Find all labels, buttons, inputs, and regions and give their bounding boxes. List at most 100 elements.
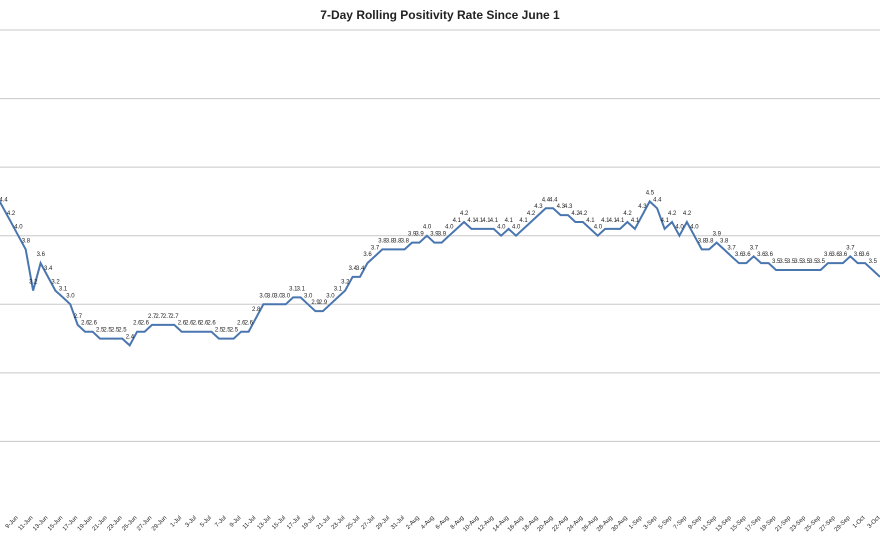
x-axis: 9-Jun11-Jun13-Jun15-Jun17-Jun19-Jun21-Ju…	[5, 515, 880, 533]
x-tick-label: 29-Sep	[834, 515, 852, 533]
data-label: 3.0	[267, 293, 276, 299]
data-label: 2.6	[133, 321, 142, 327]
data-label: 2.6	[207, 321, 216, 327]
data-label: 3.6	[757, 252, 766, 258]
data-label: 3.0	[259, 293, 268, 299]
data-label: 2.6	[178, 321, 187, 327]
data-label: 3.6	[363, 252, 372, 258]
data-label: 4.5	[646, 190, 655, 196]
data-label: 4.3	[638, 204, 647, 210]
data-label: 3.4	[356, 266, 365, 272]
data-label: 2.6	[141, 321, 150, 327]
x-tick-label: 17-Jun	[62, 515, 79, 532]
data-labels: 4.44.24.03.83.23.63.43.23.13.02.72.6 2.62…	[0, 190, 878, 340]
data-label: 2.5	[118, 328, 127, 334]
data-label: 3.2	[29, 280, 38, 286]
data-label: 2.4	[126, 334, 135, 340]
data-label: 2.8	[252, 307, 261, 313]
x-tick-label: 29-Jun	[151, 515, 168, 532]
data-label: 3.7	[846, 245, 855, 251]
chart-title: 7-Day Rolling Positivity Rate Since June…	[320, 8, 560, 22]
data-label: 2.5	[96, 328, 105, 334]
x-tick-label: 5-Sep	[658, 515, 674, 531]
data-label: 3.1	[297, 286, 306, 292]
data-label: 3.6	[854, 252, 863, 258]
data-label: 4.2	[579, 211, 588, 217]
data-label: 2.6	[200, 321, 209, 327]
data-label: 3.5	[817, 259, 826, 265]
data-label: 2.5	[215, 328, 224, 334]
data-label: 4.3	[564, 204, 573, 210]
data-label: 2.5	[111, 328, 120, 334]
plot-area	[0, 199, 880, 348]
data-label: 3.0	[304, 293, 313, 299]
data-label: 2.6	[81, 321, 90, 327]
data-label: 2.7	[74, 314, 83, 320]
data-label: 3.8	[698, 238, 707, 244]
data-label: 3.1	[334, 286, 343, 292]
x-tick-label: 29-Jul	[375, 515, 391, 531]
data-label: 2.7	[148, 314, 157, 320]
x-tick-label: 25-Jun	[121, 515, 138, 532]
x-tick-label: 23-Jul	[331, 515, 347, 531]
data-label: 3.4	[44, 266, 53, 272]
x-tick-label: 2-Aug	[405, 515, 421, 531]
x-tick-label: 5-Jul	[199, 515, 212, 528]
data-label: 4.1	[631, 218, 640, 224]
x-tick-label: 30-Aug	[611, 515, 629, 533]
x-tick-label: 6-Aug	[435, 515, 451, 531]
data-label: 3.8	[401, 238, 410, 244]
data-label: 4.1	[609, 218, 618, 224]
x-tick-label: 11-Jul	[242, 515, 257, 530]
data-label: 2.6	[237, 321, 246, 327]
x-tick-label: 7-Sep	[673, 515, 689, 531]
data-label: 3.6	[37, 252, 46, 258]
data-label: 4.1	[467, 218, 476, 224]
data-label: 3.6	[831, 252, 840, 258]
data-label: 2.6	[245, 321, 254, 327]
x-tick-label: 21-Jul	[316, 515, 332, 531]
x-tick-label: 15-Jun	[47, 515, 64, 532]
data-label: 3.2	[341, 280, 350, 286]
data-label: 4.1	[490, 218, 499, 224]
data-label: 3.8	[393, 238, 402, 244]
x-tick-label: 1-Sep	[628, 515, 644, 531]
data-label: 3.6	[839, 252, 848, 258]
data-label: 4.2	[668, 211, 677, 217]
x-tick-label: 11-Jun	[18, 515, 35, 532]
data-label: 4.3	[534, 204, 543, 210]
data-label: 3.6	[824, 252, 833, 258]
data-label: 3.0	[66, 293, 75, 299]
x-tick-label: 13-Jun	[32, 515, 49, 532]
x-tick-label: 31-Jul	[390, 515, 406, 531]
data-label: 4.2	[7, 211, 16, 217]
data-label: 2.9	[319, 300, 328, 306]
data-label: 3.0	[274, 293, 283, 299]
data-label: 4.1	[482, 218, 491, 224]
data-label: 4.1	[586, 218, 595, 224]
data-label: 4.0	[497, 225, 506, 231]
x-tick-label: 19-Jun	[77, 515, 94, 532]
data-label: 3.5	[794, 259, 803, 265]
data-label: 3.9	[415, 232, 424, 238]
data-label: 4.1	[453, 218, 462, 224]
x-tick-label: 23-Jun	[106, 515, 123, 532]
data-label: 4.0	[445, 225, 454, 231]
x-tick-label: 13-Jul	[257, 515, 273, 531]
data-label: 3.7	[371, 245, 380, 251]
data-label: 3.7	[727, 245, 736, 251]
data-label: 3.1	[59, 286, 68, 292]
data-label: 2.6	[193, 321, 202, 327]
data-label: 3.8	[386, 238, 395, 244]
data-label: 4.1	[519, 218, 528, 224]
data-label: 3.8	[720, 238, 729, 244]
x-tick-label: 19-Jul	[301, 515, 317, 531]
x-tick-label: 7-Jul	[214, 515, 227, 528]
data-label: 3.5	[772, 259, 781, 265]
data-label: 3.5	[787, 259, 796, 265]
data-label: 2.5	[103, 328, 112, 334]
data-label: 4.4	[542, 197, 551, 203]
data-label: 4.0	[14, 225, 23, 231]
data-label: 3.9	[438, 232, 447, 238]
